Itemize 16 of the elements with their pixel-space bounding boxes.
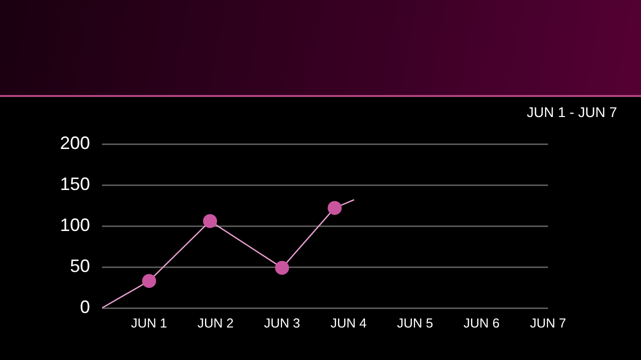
y-tick-label: 150 <box>60 174 90 194</box>
point <box>142 274 156 288</box>
x-tick-label: JUN 7 <box>530 315 566 330</box>
chart-subtitle: JUN 1 - JUN 7 <box>526 104 617 120</box>
x-tick-label: JUN 4 <box>330 315 367 330</box>
point <box>203 214 218 228</box>
x-tick-label: JUN 2 <box>198 315 234 330</box>
point <box>328 200 342 215</box>
x-tick-label: JUN 5 <box>396 315 434 330</box>
x-tick-label: JUN 6 <box>463 315 500 330</box>
x-tick-label: JUN 3 <box>264 315 300 330</box>
y-tick-label: 100 <box>60 214 90 235</box>
y-tick-label: 50 <box>70 256 90 276</box>
y-tick-label: 0 <box>80 296 90 317</box>
y-tick-label: 200 <box>60 132 90 153</box>
x-tick-label: JUN 1 <box>131 315 168 330</box>
